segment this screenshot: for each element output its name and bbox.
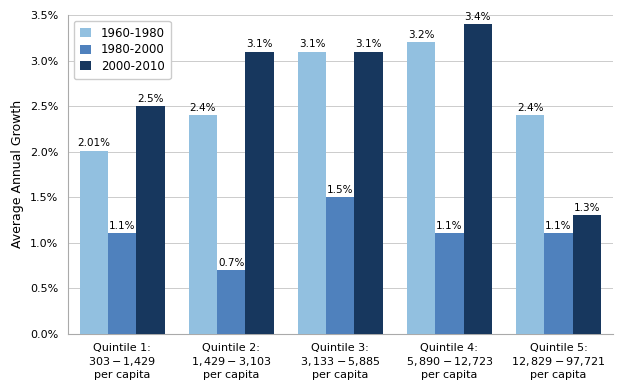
Bar (516, 115, 544, 334)
Text: 1.1%: 1.1% (545, 221, 572, 231)
Bar (544, 233, 573, 334)
Text: 3.1%: 3.1% (299, 39, 325, 49)
Bar (435, 233, 464, 334)
Y-axis label: Average Annual Growth: Average Annual Growth (11, 100, 24, 248)
Text: 3.4%: 3.4% (464, 12, 491, 22)
Text: 2.01%: 2.01% (77, 138, 110, 149)
Bar (245, 52, 274, 334)
Text: 0.7%: 0.7% (218, 258, 245, 267)
Bar (326, 197, 354, 334)
Legend: 1960-1980, 1980-2000, 2000-2010: 1960-1980, 1980-2000, 2000-2010 (74, 21, 171, 79)
Bar (407, 42, 435, 334)
Bar (217, 270, 245, 334)
Bar (464, 24, 492, 334)
Text: 2.4%: 2.4% (190, 103, 216, 113)
Text: 2.4%: 2.4% (517, 103, 544, 113)
Bar (137, 106, 165, 334)
Bar (354, 52, 383, 334)
Bar (573, 215, 601, 334)
Text: 1.3%: 1.3% (573, 203, 600, 213)
Text: 1.1%: 1.1% (436, 221, 462, 231)
Text: 2.5%: 2.5% (137, 94, 164, 104)
Text: 3.1%: 3.1% (246, 39, 273, 49)
Bar (298, 52, 326, 334)
Text: 3.1%: 3.1% (356, 39, 382, 49)
Text: 1.5%: 1.5% (327, 185, 354, 195)
Bar (108, 233, 137, 334)
Text: 3.2%: 3.2% (407, 30, 434, 40)
Text: 1.1%: 1.1% (109, 221, 135, 231)
Bar (80, 151, 108, 334)
Bar (189, 115, 217, 334)
